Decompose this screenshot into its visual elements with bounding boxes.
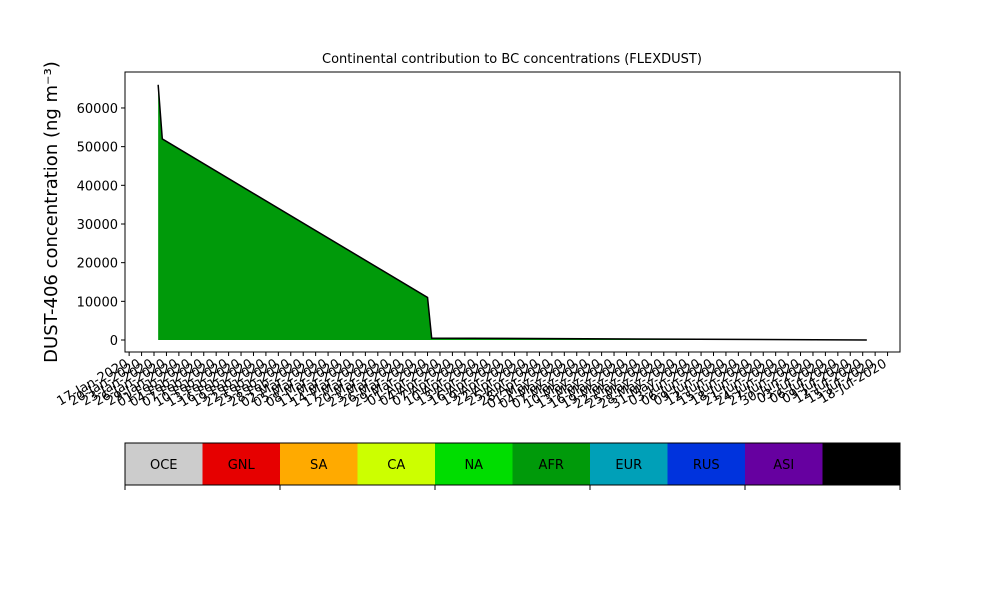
y-tick-label: 0 <box>110 334 118 349</box>
legend-label: ASI <box>773 458 794 473</box>
legend-label: AFR <box>539 458 564 473</box>
legend-frame <box>124 442 901 486</box>
area <box>158 84 867 341</box>
y-tick-label: 60000 <box>77 102 118 117</box>
y-axis-label: DUST-406 concentration (ng m⁻³) <box>41 61 62 363</box>
legend-label: EUR <box>615 458 642 473</box>
legend-swatch <box>280 443 358 485</box>
legend-label: GNL <box>228 458 256 473</box>
legend-swatch <box>590 443 668 485</box>
legend-swatch <box>202 443 280 485</box>
y-tick-label: 30000 <box>77 218 118 233</box>
plot-frame <box>124 71 901 353</box>
legend-swatch <box>822 443 900 485</box>
legend-label: AUS <box>848 458 875 473</box>
chart-title: Continental contribution to BC concentra… <box>322 52 702 67</box>
legend: OCE GNL SA CA NA AFR EUR RUS ASI AUS <box>124 442 901 490</box>
legend-label: OCE <box>150 458 178 473</box>
legend-swatch <box>667 443 745 485</box>
legend-swatch <box>125 443 203 485</box>
legend-swatch <box>512 443 590 485</box>
y-tick-label: 20000 <box>77 257 118 272</box>
legend-label: SA <box>310 458 327 473</box>
legend-label: NA <box>464 458 483 473</box>
y-tick-label: 50000 <box>77 141 118 156</box>
legend-swatch <box>745 443 823 485</box>
y-tick-label: 40000 <box>77 179 118 194</box>
legend-swatch <box>357 443 435 485</box>
legend-label: CA <box>387 458 405 473</box>
legend-swatch <box>435 443 513 485</box>
y-tick-label: 10000 <box>77 295 118 310</box>
legend-label: RUS <box>693 458 720 473</box>
